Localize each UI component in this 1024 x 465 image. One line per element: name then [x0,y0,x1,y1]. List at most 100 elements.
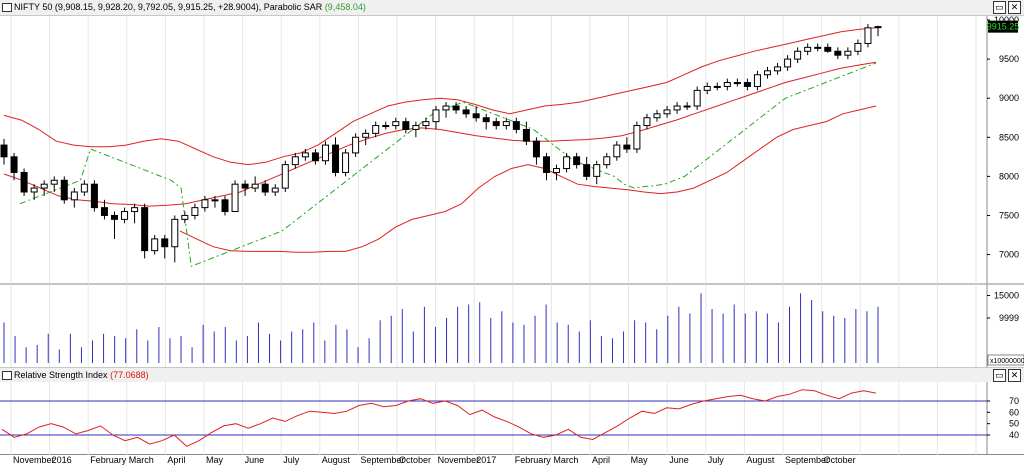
rsi-tick-label: 70 [1009,396,1019,406]
price-tick-label: 8000 [999,171,1019,181]
candle [211,199,219,202]
x-axis-label: June [669,455,689,465]
rsi-value: (77.0688) [110,370,149,380]
last-price-box [988,20,1018,33]
bollinger-lower-line [179,105,877,253]
volume-tick-label: 9999 [999,313,1019,323]
candle [502,121,510,127]
bollinger-middle-line [3,61,877,207]
panel-menu-icon[interactable] [2,3,12,12]
x-axis-label: August [321,455,350,465]
sar-value: (9,458.04) [324,2,366,12]
candle [723,82,731,87]
price-tick-label: 8500 [999,132,1019,142]
candle [743,82,751,87]
candle [763,70,771,76]
candle [854,42,862,52]
candle [0,144,8,158]
candle [281,164,289,189]
candle [713,85,721,88]
x-axis-label: March [128,455,154,465]
candle [362,132,370,138]
candle [653,113,661,119]
x-axis-label: October [823,455,856,465]
candle [402,121,410,130]
candle [422,121,430,127]
candle [100,207,108,216]
candle [623,144,631,150]
candle [834,50,842,56]
price-tick-label: 9500 [999,54,1019,64]
candle [141,207,149,252]
candle [753,74,761,87]
rsi-line [1,389,877,447]
candle [311,152,319,162]
x-axis-label: July [283,455,300,465]
candle [321,144,329,162]
candle [542,156,550,173]
candle [432,109,440,123]
candle [30,187,38,193]
candle [874,26,882,29]
price-tick-label: 7000 [999,250,1019,260]
volume-scale-box [987,354,1024,366]
candle [603,156,611,166]
last-price-label: 9915.25 [987,22,1020,32]
instrument-title: NIFTY 50 (9,908.15, 9,928.20, 9,792.05, … [14,2,323,12]
candle [573,156,581,166]
close-icon[interactable]: ✕ [1008,369,1021,382]
rsi-title: Relative Strength Index [14,370,108,380]
price-tick-label: 7500 [999,210,1019,220]
candle [472,113,480,119]
candle [372,125,380,134]
x-axis-label: February [90,455,127,465]
candle [50,179,58,185]
bollinger-upper-line [3,27,877,166]
candle [593,164,601,177]
candle [663,109,671,115]
candle [201,199,209,209]
price-tick-label: 10000 [994,16,1019,25]
candle [382,125,390,128]
candle [683,105,691,108]
candle [532,140,540,158]
candle [80,183,88,193]
candle [633,125,641,150]
candle [784,58,792,68]
candle [191,207,199,216]
candle [774,66,782,72]
candle [332,144,340,173]
candle [20,171,28,193]
x-axis-label: March [553,455,579,465]
candle [111,214,119,220]
candle [291,156,299,166]
restore-icon[interactable]: ▭ [993,369,1006,382]
x-axis-label: October [399,455,432,465]
candle [452,105,460,111]
candle [864,27,872,44]
price-tick-label: 9000 [999,93,1019,103]
x-axis-label: 2016 [51,455,72,465]
restore-icon[interactable]: ▭ [993,1,1006,14]
candle [251,183,259,189]
x-axis-label: February [514,455,551,465]
volume-chart[interactable]: 9999 15000 x10000000 [0,285,1024,367]
x-axis-label: 2017 [476,455,497,465]
candle [241,183,249,189]
candle [512,121,520,130]
candle [482,117,490,123]
candle [60,179,68,201]
panel-menu-icon[interactable] [2,371,12,380]
candle [90,183,98,209]
candle [673,105,681,111]
close-icon[interactable]: ✕ [1008,1,1021,14]
candle [171,218,179,248]
candle [301,152,309,158]
candle [814,46,822,49]
rsi-panel-title: Relative Strength Index (77.0688) [14,368,149,383]
candle [492,121,500,127]
price-panel-header: NIFTY 50 (9,908.15, 9,928.20, 9,792.05, … [0,0,1024,16]
candle [794,50,802,60]
